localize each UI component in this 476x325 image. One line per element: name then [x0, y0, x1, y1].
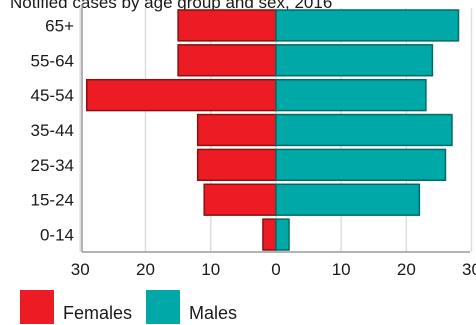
x-tick-label-6: 30: [462, 260, 476, 279]
bar-males-0-14: [275, 218, 290, 251]
bar-females-55-64: [177, 44, 277, 77]
x-tick-label-5: 20: [397, 260, 416, 279]
bar-males-65+: [275, 9, 460, 42]
bar-females-0-14: [262, 218, 277, 251]
y-tick-label-25-34: 25-34: [31, 156, 74, 175]
x-tick-label-4: 10: [332, 260, 351, 279]
y-tick-label-65+: 65+: [45, 16, 74, 35]
axes: [81, 4, 470, 253]
bar-males-55-64: [275, 44, 434, 77]
bar-males-35-44: [275, 113, 453, 147]
x-tick-label-1: 20: [136, 260, 155, 279]
tick-labels: 65+ 55-64 45-54 35-44 25-34 15-24 0-14 30 20 10 0 1…: [31, 16, 476, 279]
bar-females-25-34: [196, 148, 277, 182]
chart-title: Notified cases by age group and sex, 201…: [10, 0, 333, 12]
bars: [85, 9, 460, 251]
bar-females-65+: [177, 9, 277, 42]
x-tick-label-0: 30: [71, 260, 90, 279]
bar-females-45-54: [85, 78, 277, 112]
bar-males-45-54: [275, 78, 427, 112]
y-tick-label-0-14: 0-14: [40, 226, 74, 245]
bar-females-15-24: [203, 183, 277, 216]
y-tick-label-45-54: 45-54: [31, 86, 74, 105]
legend-item-males: Males: [146, 290, 238, 324]
legend-item-females: Females: [20, 290, 133, 324]
legend-swatch-females: [20, 290, 54, 324]
bar-females-35-44: [196, 113, 277, 147]
x-tick-label-3: 0: [271, 260, 280, 279]
y-tick-label-35-44: 35-44: [31, 121, 74, 140]
y-tick-label-15-24: 15-24: [31, 191, 74, 210]
bar-males-15-24: [275, 183, 421, 216]
legend-swatch-males: [146, 290, 180, 324]
legend-label-males: Males: [189, 302, 238, 323]
bar-males-25-34: [275, 148, 447, 182]
legend-label-females: Females: [63, 302, 133, 323]
y-tick-label-55-64: 55-64: [31, 51, 74, 70]
x-tick-label-2: 10: [201, 260, 220, 279]
